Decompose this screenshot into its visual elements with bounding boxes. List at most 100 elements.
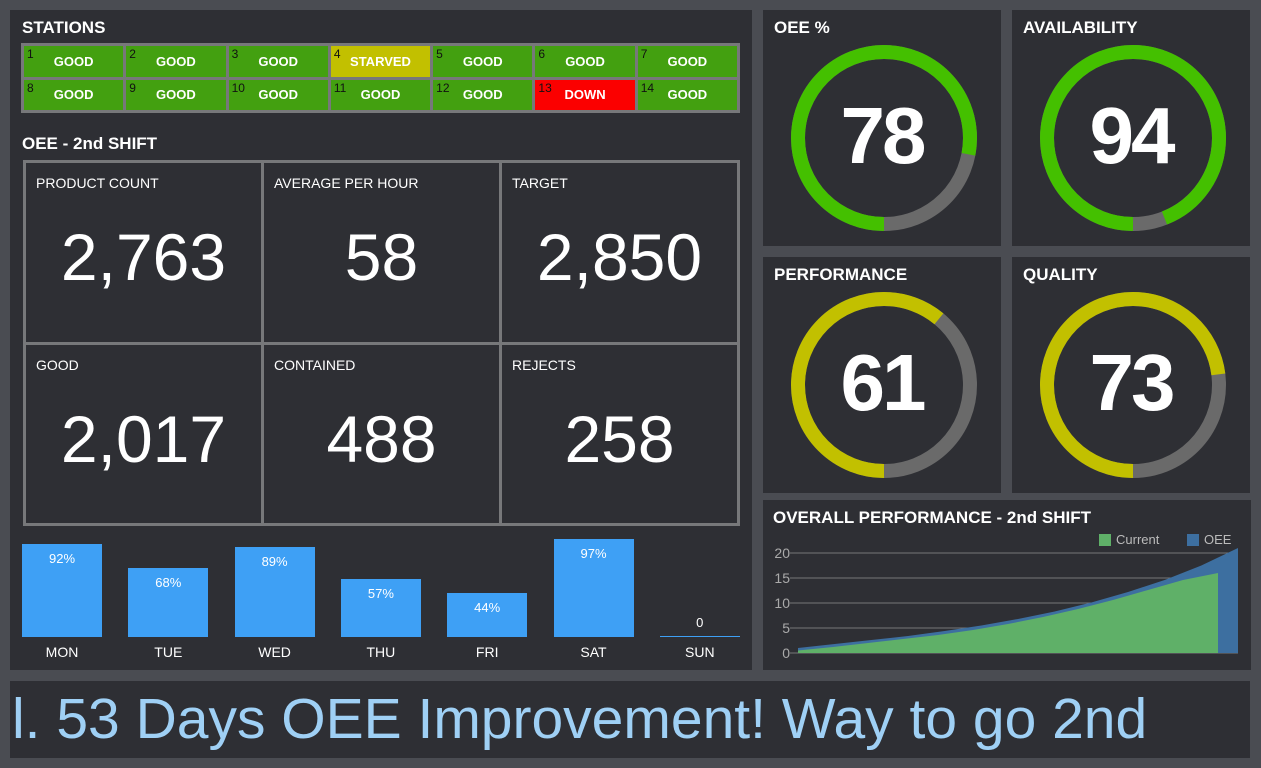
gauge-ring <box>1040 45 1226 231</box>
bar-day-label: SUN <box>685 644 715 660</box>
bar-wed <box>234 547 315 637</box>
station-status: GOOD <box>53 53 94 69</box>
station-status: DOWN <box>564 87 606 103</box>
station-8[interactable]: 8 GOOD <box>24 79 124 110</box>
station-number: 5 <box>436 47 443 61</box>
gauge-title: QUALITY <box>1023 265 1098 284</box>
station-13[interactable]: 13 DOWN <box>535 79 635 110</box>
station-status: GOOD <box>667 87 708 103</box>
station-number: 12 <box>436 80 450 95</box>
bar-thu <box>340 579 421 637</box>
kpi-label: CONTAINED <box>274 356 356 373</box>
station-number: 8 <box>27 80 34 95</box>
station-10[interactable]: 10 GOOD <box>228 79 328 110</box>
kpi-label: GOOD <box>36 356 79 373</box>
stations-title: STATIONS <box>22 18 106 37</box>
gauge-oee: OEE % 78 <box>763 10 1001 246</box>
banner-message: l. 53 Days OEE Improvement! Way to go 2n… <box>10 681 1250 758</box>
kpi-label: REJECTS <box>512 356 576 373</box>
station-12[interactable]: 12 GOOD <box>433 79 533 110</box>
station-1[interactable]: 1 GOOD <box>24 46 124 77</box>
bar-sat <box>553 539 634 637</box>
oee-shift-title: OEE - 2nd SHIFT <box>22 134 158 153</box>
kpi-value: 258 <box>564 401 675 476</box>
station-status: GOOD <box>258 53 299 69</box>
gauge-value: 73 <box>1089 338 1176 427</box>
station-11[interactable]: 11 GOOD <box>330 79 431 110</box>
gauge-title: AVAILABILITY <box>1023 18 1138 37</box>
station-number: 6 <box>538 47 546 61</box>
station-number: 13 <box>538 80 552 95</box>
bar-value: 68% <box>155 575 182 591</box>
bar-mon <box>22 544 102 637</box>
kpi-value: 2,850 <box>536 220 703 294</box>
kpi-tile: PRODUCT COUNT 2,763 <box>26 163 261 342</box>
station-status: GOOD <box>462 87 503 103</box>
legend-current: Current <box>1099 532 1159 547</box>
gauge-value: 61 <box>840 338 927 427</box>
legend-swatch <box>1187 533 1199 546</box>
gauge-title: OEE % <box>774 18 830 37</box>
station-6[interactable]: 6 GOOD <box>535 46 635 77</box>
station-7[interactable]: 7 GOOD <box>637 46 737 77</box>
station-3[interactable]: 3 GOOD <box>228 46 328 77</box>
bar-sun <box>659 636 740 637</box>
kpi-tile: AVERAGE PER HOUR 58 <box>264 163 499 342</box>
station-number: 11 <box>333 80 347 95</box>
station-9[interactable]: 9 GOOD <box>126 79 226 110</box>
station-status: GOOD <box>462 53 503 69</box>
bar-value: 89% <box>261 554 288 570</box>
series-current <box>798 573 1218 653</box>
kpi-label: TARGET <box>512 175 568 191</box>
gauge-availability: AVAILABILITY 94 <box>1012 10 1250 246</box>
station-status: GOOD <box>360 87 401 103</box>
station-status: STARVED <box>350 53 411 69</box>
bar-tue <box>128 568 209 637</box>
station-number: 9 <box>129 80 136 95</box>
bar-day-label: WED <box>258 644 291 660</box>
station-status: GOOD <box>667 53 708 69</box>
bar-value: 0 <box>696 615 704 630</box>
gauge-performance: PERFORMANCE 61 <box>763 257 1001 493</box>
kpi-tile: REJECTS 258 <box>502 344 737 523</box>
bar-value: 97% <box>580 546 607 562</box>
gauge-quality: QUALITY 73 <box>1012 257 1250 493</box>
station-status: GOOD <box>565 53 605 69</box>
y-tick-label: 15 <box>774 570 790 586</box>
station-4[interactable]: 4 STARVED <box>330 46 431 77</box>
kpi-value: 488 <box>326 401 437 476</box>
bar-day-label: THU <box>366 644 396 660</box>
station-number: 1 <box>27 47 34 61</box>
bar-day-label: TUE <box>154 644 183 660</box>
stations-grid: 1 GOOD 2 GOOD 3 GOOD 4 STARVED 5 GOOD 6 GOOD 7 GOOD 8 G… <box>21 43 740 113</box>
area-chart: 0 5 10 15 20 <box>774 545 1238 661</box>
bar-value: 44% <box>474 599 501 615</box>
station-2[interactable]: 2 GOOD <box>126 46 226 77</box>
kpi-value: 2,763 <box>60 220 227 294</box>
station-number: 10 <box>231 80 245 95</box>
station-status: GOOD <box>258 87 299 103</box>
y-tick-label: 10 <box>774 595 790 611</box>
gauge-title: PERFORMANCE <box>774 265 908 284</box>
y-tick-label: 5 <box>782 620 790 636</box>
chart-title: OVERALL PERFORMANCE - 2nd SHIFT <box>773 508 1091 527</box>
gauge-ring <box>791 45 977 231</box>
station-status: GOOD <box>156 53 196 69</box>
legend-swatch <box>1099 533 1111 546</box>
station-number: 4 <box>333 47 341 61</box>
legend-label: OEE <box>1204 532 1232 547</box>
station-status: GOOD <box>53 87 94 103</box>
kpi-value: 58 <box>344 220 419 294</box>
station-14[interactable]: 14 GOOD <box>637 79 737 110</box>
station-status: GOOD <box>156 87 196 103</box>
station-number: 7 <box>640 47 648 61</box>
kpi-tile: CONTAINED 488 <box>264 344 499 523</box>
station-number: 2 <box>129 47 136 61</box>
kpi-tile: GOOD 2,017 <box>26 344 261 523</box>
bar-value: 57% <box>367 586 394 602</box>
gauge-value: 78 <box>840 91 927 180</box>
station-number: 3 <box>231 47 239 61</box>
bar-value: 92% <box>48 551 76 567</box>
bar-day-label: SAT <box>580 644 607 660</box>
station-5[interactable]: 5 GOOD <box>433 46 533 77</box>
